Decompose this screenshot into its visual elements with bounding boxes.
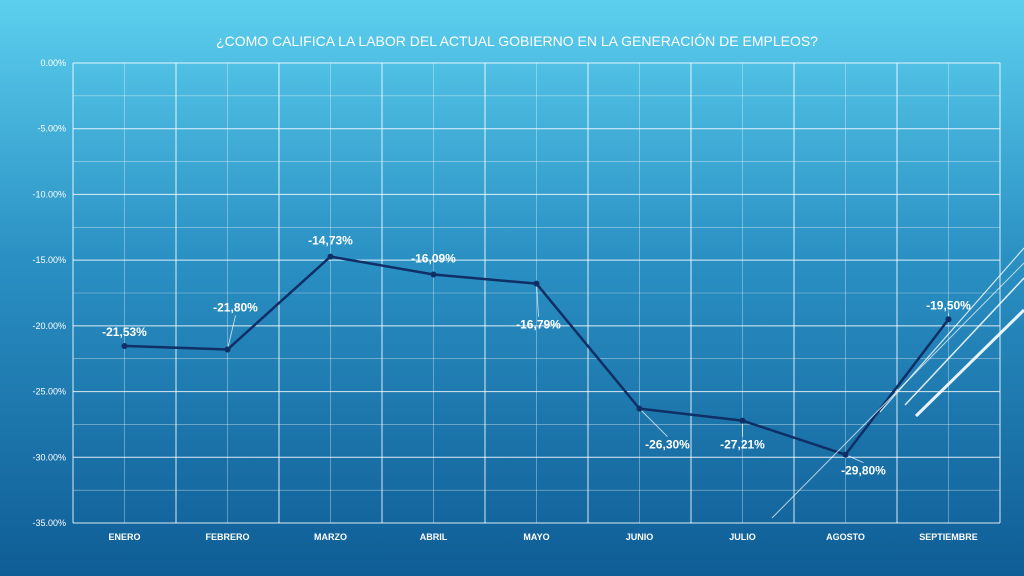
- data-point: [533, 280, 540, 287]
- decor-line: [771, 262, 1024, 519]
- data-point: [842, 451, 849, 458]
- x-tick-label: SEPTIEMBRE: [919, 532, 978, 542]
- data-labels: -21,53% -21,80% -14,73% -16,09% -16,79% -26,3…: [102, 234, 971, 478]
- data-label: -21,53%: [102, 325, 147, 339]
- leader-line: [227, 315, 236, 350]
- x-tick-label: JUNIO: [626, 532, 654, 542]
- data-label: -19,50%: [926, 298, 971, 312]
- grid: [72, 62, 1001, 524]
- y-tick-label: -35.00%: [32, 518, 66, 528]
- data-point: [121, 342, 128, 349]
- data-point: [224, 346, 231, 353]
- data-label: -16,09%: [411, 251, 456, 265]
- x-tick-label: ABRIL: [420, 532, 448, 542]
- series: [121, 253, 952, 458]
- decor-line: [904, 277, 1024, 406]
- leader-line: [845, 454, 864, 464]
- y-axis: 0.00% -5.00% -10.00% -15.00% -20.00% -25.00% -…: [32, 58, 66, 528]
- x-axis: ENERO FEBRERO MARZO ABRIL MAYO JUNIO JULIO AGOS…: [108, 532, 977, 542]
- y-tick-label: 0.00%: [40, 58, 66, 68]
- x-tick-label: AGOSTO: [826, 532, 865, 542]
- data-label: -29,80%: [841, 464, 886, 478]
- x-tick-label: ENERO: [108, 532, 140, 542]
- data-label: -14,73%: [308, 234, 353, 248]
- y-tick-label: -15.00%: [32, 255, 66, 265]
- data-point: [945, 316, 952, 323]
- decor-line: [914, 308, 1024, 418]
- leader-line: [536, 283, 539, 317]
- y-tick-label: -5.00%: [37, 124, 66, 134]
- x-tick-label: MARZO: [314, 532, 347, 542]
- x-tick-label: FEBRERO: [205, 532, 249, 542]
- leader-line: [639, 408, 668, 437]
- chart-title: ¿COMO CALIFICA LA LABOR DEL ACTUAL GOBIE…: [216, 33, 818, 49]
- y-tick-label: -30.00%: [32, 452, 66, 462]
- decorative-lines: [771, 247, 1024, 519]
- data-point: [327, 253, 334, 260]
- data-point: [636, 405, 643, 412]
- decor-line: [879, 247, 1024, 413]
- y-tick-label: -20.00%: [32, 321, 66, 331]
- data-label: -27,21%: [720, 438, 765, 452]
- data-point: [739, 417, 746, 424]
- data-point: [430, 271, 437, 278]
- x-tick-label: JULIO: [729, 532, 756, 542]
- data-label: -16,79%: [516, 318, 561, 332]
- y-tick-label: -10.00%: [32, 189, 66, 199]
- y-tick-label: -25.00%: [32, 387, 66, 397]
- data-label: -26,30%: [645, 438, 690, 452]
- data-label: -21,80%: [213, 301, 258, 315]
- x-tick-label: MAYO: [523, 532, 549, 542]
